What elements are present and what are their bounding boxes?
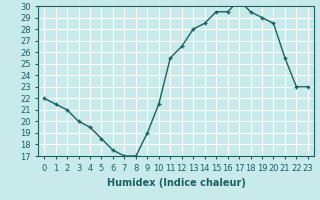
X-axis label: Humidex (Indice chaleur): Humidex (Indice chaleur) xyxy=(107,178,245,188)
